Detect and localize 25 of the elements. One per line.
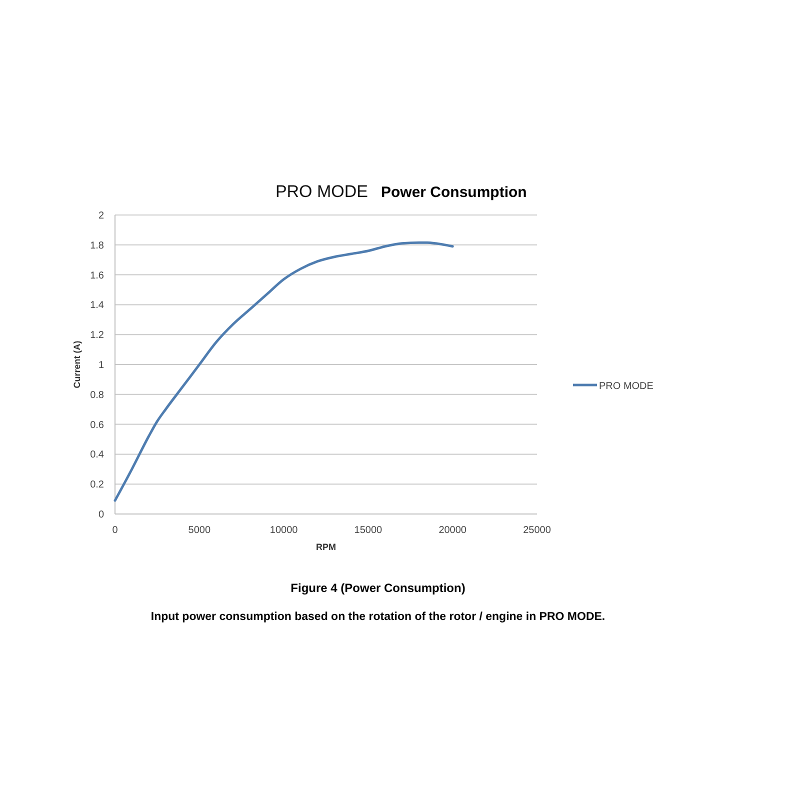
y-tick-label: 1.8	[90, 240, 104, 252]
y-tick-label: 1	[98, 360, 104, 371]
legend-label: PRO MODE	[599, 381, 654, 392]
chart-title: PRO MODE	[275, 182, 368, 201]
y-tick-label: 0	[98, 510, 104, 520]
y-tick-label: 2	[98, 210, 104, 222]
x-tick-label: 10000	[270, 525, 298, 536]
y-tick-label: 0.2	[90, 480, 104, 491]
y-tick-label: 0.8	[90, 390, 104, 401]
caption: Figure 4 (Power Consumption)	[290, 581, 466, 595]
line-series	[114, 241, 454, 502]
y-tick-label: 1.2	[90, 330, 104, 342]
y-tick-label: 0.4	[90, 450, 104, 461]
x-tick-label: 0	[112, 525, 118, 536]
y-tick-label: 0.6	[90, 420, 104, 431]
y-tick-label: 1.6	[90, 270, 104, 282]
x-tick-label: 25000	[523, 525, 552, 536]
x-axis-title: RPM	[316, 542, 336, 552]
x-tick-label: 5000	[188, 525, 211, 536]
y-axis-title: Current (A)	[72, 340, 82, 388]
text: Input power consumption based on the rotation of the rotor / engine in PRO MODE.	[150, 611, 606, 623]
y-tick-label: 1.4	[90, 300, 104, 312]
x-tick-label: 20000	[438, 525, 467, 536]
chart-subtitle: Power Consumption	[381, 184, 527, 201]
x-tick-label: 15000	[354, 525, 383, 536]
